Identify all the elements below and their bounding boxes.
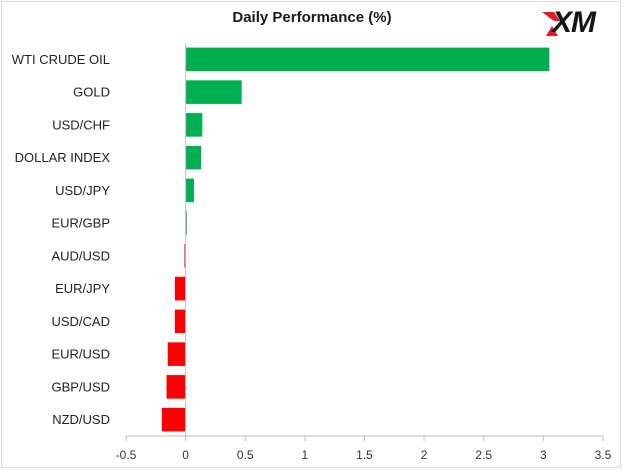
category-label: EUR/GBP (51, 216, 110, 231)
x-tick-label: 3.5 (595, 448, 612, 462)
x-tick-label: 1 (302, 448, 309, 462)
bar-eur-jpy (174, 276, 186, 301)
bar-usd-cad (174, 309, 186, 334)
x-axis-ticks: -0.5 0 0.5 1 1.5 2 2.5 3 3.5 (116, 436, 612, 462)
bar-wti-crude-oil (185, 47, 550, 72)
bar-gold (185, 80, 242, 104)
bar-eur-gbp (185, 211, 187, 235)
category-label: USD/CHF (52, 117, 110, 132)
category-label: WTI CRUDE OIL (12, 52, 110, 67)
x-tick-label: 2.5 (475, 448, 492, 462)
category-label: USD/CAD (51, 314, 110, 329)
bar-usd-jpy (185, 178, 194, 203)
x-tick-label: 0.5 (237, 448, 254, 462)
x-tick-label: 0 (182, 448, 189, 462)
xm-logo: XM (540, 6, 620, 40)
bar-aud-usd (184, 244, 186, 268)
category-label: DOLLAR INDEX (15, 150, 111, 165)
bar-dollar-index (185, 145, 202, 170)
x-tick-label: 2 (421, 448, 428, 462)
category-label: GOLD (73, 85, 110, 100)
x-tick-label: 3 (540, 448, 547, 462)
category-labels: WTI CRUDE OIL GOLD USD/CHF DOLLAR INDEX USD/… (12, 52, 111, 427)
bars-group (161, 47, 550, 432)
category-label: USD/JPY (55, 183, 110, 198)
category-label: GBP/USD (51, 379, 110, 394)
category-label: EUR/USD (51, 347, 110, 362)
x-tick-label: -0.5 (116, 448, 137, 462)
bar-usd-chf (185, 113, 203, 137)
bar-eur-usd (167, 342, 186, 366)
xm-logo-text: XM (552, 6, 596, 39)
x-tick-label: 1.5 (356, 448, 373, 462)
bar-nzd-usd (161, 407, 186, 432)
category-label: AUD/USD (51, 248, 110, 263)
chart-title: Daily Performance (%) (232, 9, 392, 26)
xm-logo-mark-icon (542, 12, 560, 36)
category-label: EUR/JPY (55, 281, 110, 296)
bar-gbp-usd (166, 375, 186, 399)
category-label: NZD/USD (52, 412, 110, 427)
